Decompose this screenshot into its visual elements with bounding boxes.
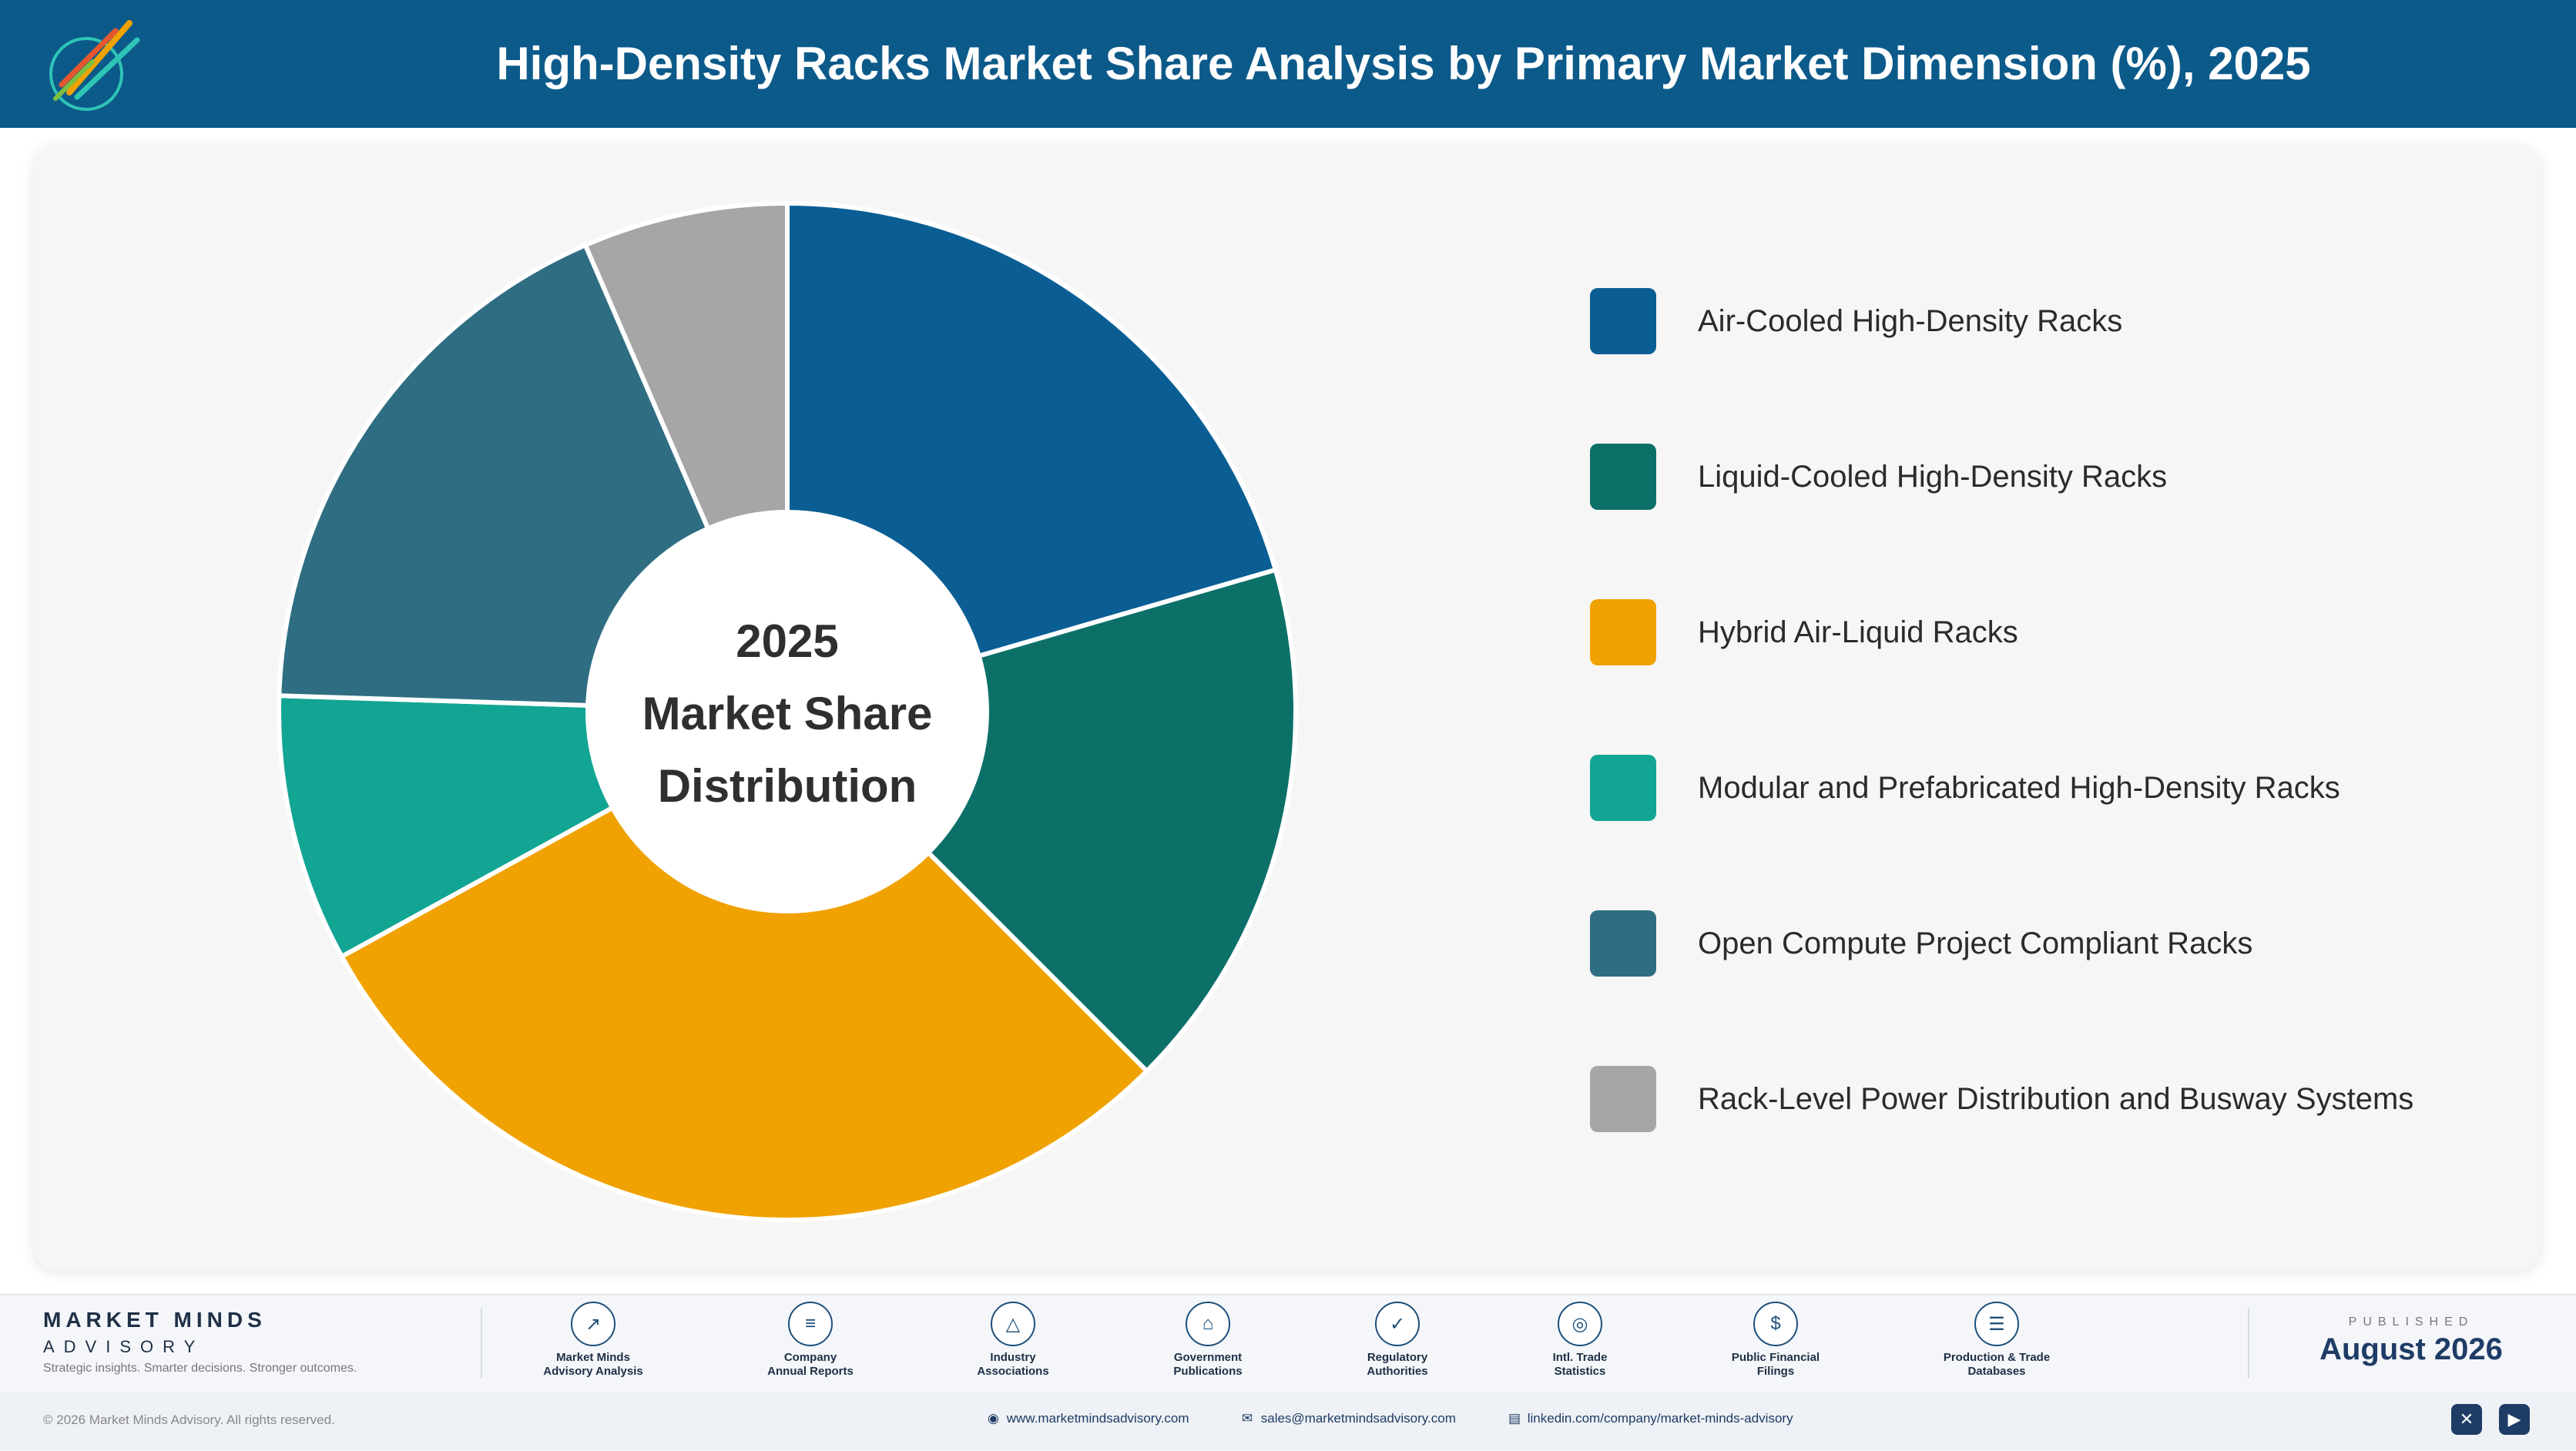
source-item: ☰ Production & Trade Databases xyxy=(1920,1302,2074,1379)
copyright-text: © 2026 Market Minds Advisory. All rights… xyxy=(43,1412,335,1427)
source-label: Market Minds Advisory Analysis xyxy=(543,1351,643,1378)
source-item: ✓ Regulatory Authorities xyxy=(1320,1302,1474,1379)
shield-icon: ✓ xyxy=(1375,1302,1420,1346)
center-label-line2: Market Share xyxy=(642,688,933,739)
center-label-year: 2025 xyxy=(736,615,839,667)
email-link[interactable]: ✉ sales@marketmindsadvisory.com xyxy=(1242,1411,1456,1426)
published-label: PUBLISHED xyxy=(2348,1315,2474,1329)
legend-label: Modular and Prefabricated High-Density R… xyxy=(1698,771,2340,805)
footer-brand-tagline: Strategic insights. Smarter decisions. S… xyxy=(43,1362,357,1375)
source-item: ◎ Intl. Trade Statistics xyxy=(1503,1302,1657,1379)
legend-swatch xyxy=(1590,288,1656,354)
source-label: Company Annual Reports xyxy=(767,1351,854,1378)
bottom-bar xyxy=(0,1392,2576,1449)
legend-swatch xyxy=(1590,444,1656,510)
linkedin-link[interactable]: ▤ linkedin.com/company/market-minds-advi… xyxy=(1508,1411,1793,1426)
globe-icon: ◎ xyxy=(1558,1302,1602,1346)
legend-label: Rack-Level Power Distribution and Busway… xyxy=(1698,1082,2414,1116)
page-title: High-Density Racks Market Share Analysis… xyxy=(496,38,2311,89)
footer-brand-name: MARKET MINDS xyxy=(43,1308,267,1332)
database-icon: ☰ xyxy=(1974,1302,2019,1346)
pie-slice-3 xyxy=(338,709,1150,1222)
source-label: Government Publications xyxy=(1173,1351,1243,1378)
government-building-icon: ⌂ xyxy=(1186,1302,1230,1346)
source-label: Public Financial Filings xyxy=(1731,1351,1820,1378)
source-item: ↗ Market Minds Advisory Analysis xyxy=(516,1302,670,1379)
source-item: ⌂ Government Publications xyxy=(1131,1302,1285,1379)
source-label: Production & Trade Databases xyxy=(1943,1351,2051,1378)
source-label: Intl. Trade Statistics xyxy=(1552,1351,1608,1378)
email-text[interactable]: sales@marketmindsadvisory.com xyxy=(1260,1411,1456,1426)
footer-divider-right xyxy=(2248,1308,2249,1379)
globe-icon: ◉ xyxy=(988,1411,999,1426)
source-item: ≡ Company Annual Reports xyxy=(733,1302,887,1379)
legend-label: Hybrid Air-Liquid Racks xyxy=(1698,615,2018,649)
coin-icon: $ xyxy=(1753,1302,1798,1346)
x-social-icon[interactable]: ✕ xyxy=(2451,1404,2482,1435)
legend-swatch xyxy=(1590,1066,1656,1132)
center-label-line3: Distribution xyxy=(657,760,917,812)
published-date: August 2026 xyxy=(2319,1332,2503,1366)
legend-swatch xyxy=(1590,599,1656,665)
source-label: Industry Associations xyxy=(977,1351,1049,1378)
logo-icon xyxy=(49,20,140,111)
website-link[interactable]: ◉ www.marketmindsadvisory.com xyxy=(988,1411,1189,1426)
source-label: Regulatory Authorities xyxy=(1367,1351,1428,1378)
mail-icon: ✉ xyxy=(1242,1411,1253,1426)
document-icon: ≡ xyxy=(788,1302,833,1346)
legend-label: Liquid-Cooled High-Density Racks xyxy=(1698,460,2168,494)
linkedin-icon: ▤ xyxy=(1508,1411,1521,1426)
legend-swatch xyxy=(1590,910,1656,977)
legend-label: Air-Cooled High-Density Racks xyxy=(1698,304,2123,338)
legend-label: Open Compute Project Compliant Racks xyxy=(1698,927,2253,960)
website-text[interactable]: www.marketmindsadvisory.com xyxy=(1006,1411,1189,1426)
legend-swatch xyxy=(1590,755,1656,821)
network-icon: △ xyxy=(991,1302,1035,1346)
donut-hole xyxy=(585,510,989,913)
linkedin-text[interactable]: linkedin.com/company/market-minds-adviso… xyxy=(1527,1411,1793,1426)
pie-chart xyxy=(277,200,1298,1222)
footer-brand-sub: ADVISORY xyxy=(43,1337,205,1356)
footer-divider-left xyxy=(481,1308,482,1379)
trend-chart-icon: ↗ xyxy=(571,1302,615,1346)
header-bar xyxy=(0,0,2576,128)
youtube-social-icon[interactable]: ▶ xyxy=(2499,1404,2530,1435)
chart-card: 2025 Market Share Distribution Air-Coole… xyxy=(34,145,2541,1269)
source-item: $ Public Financial Filings xyxy=(1699,1302,1853,1379)
source-item: △ Industry Associations xyxy=(936,1302,1090,1379)
